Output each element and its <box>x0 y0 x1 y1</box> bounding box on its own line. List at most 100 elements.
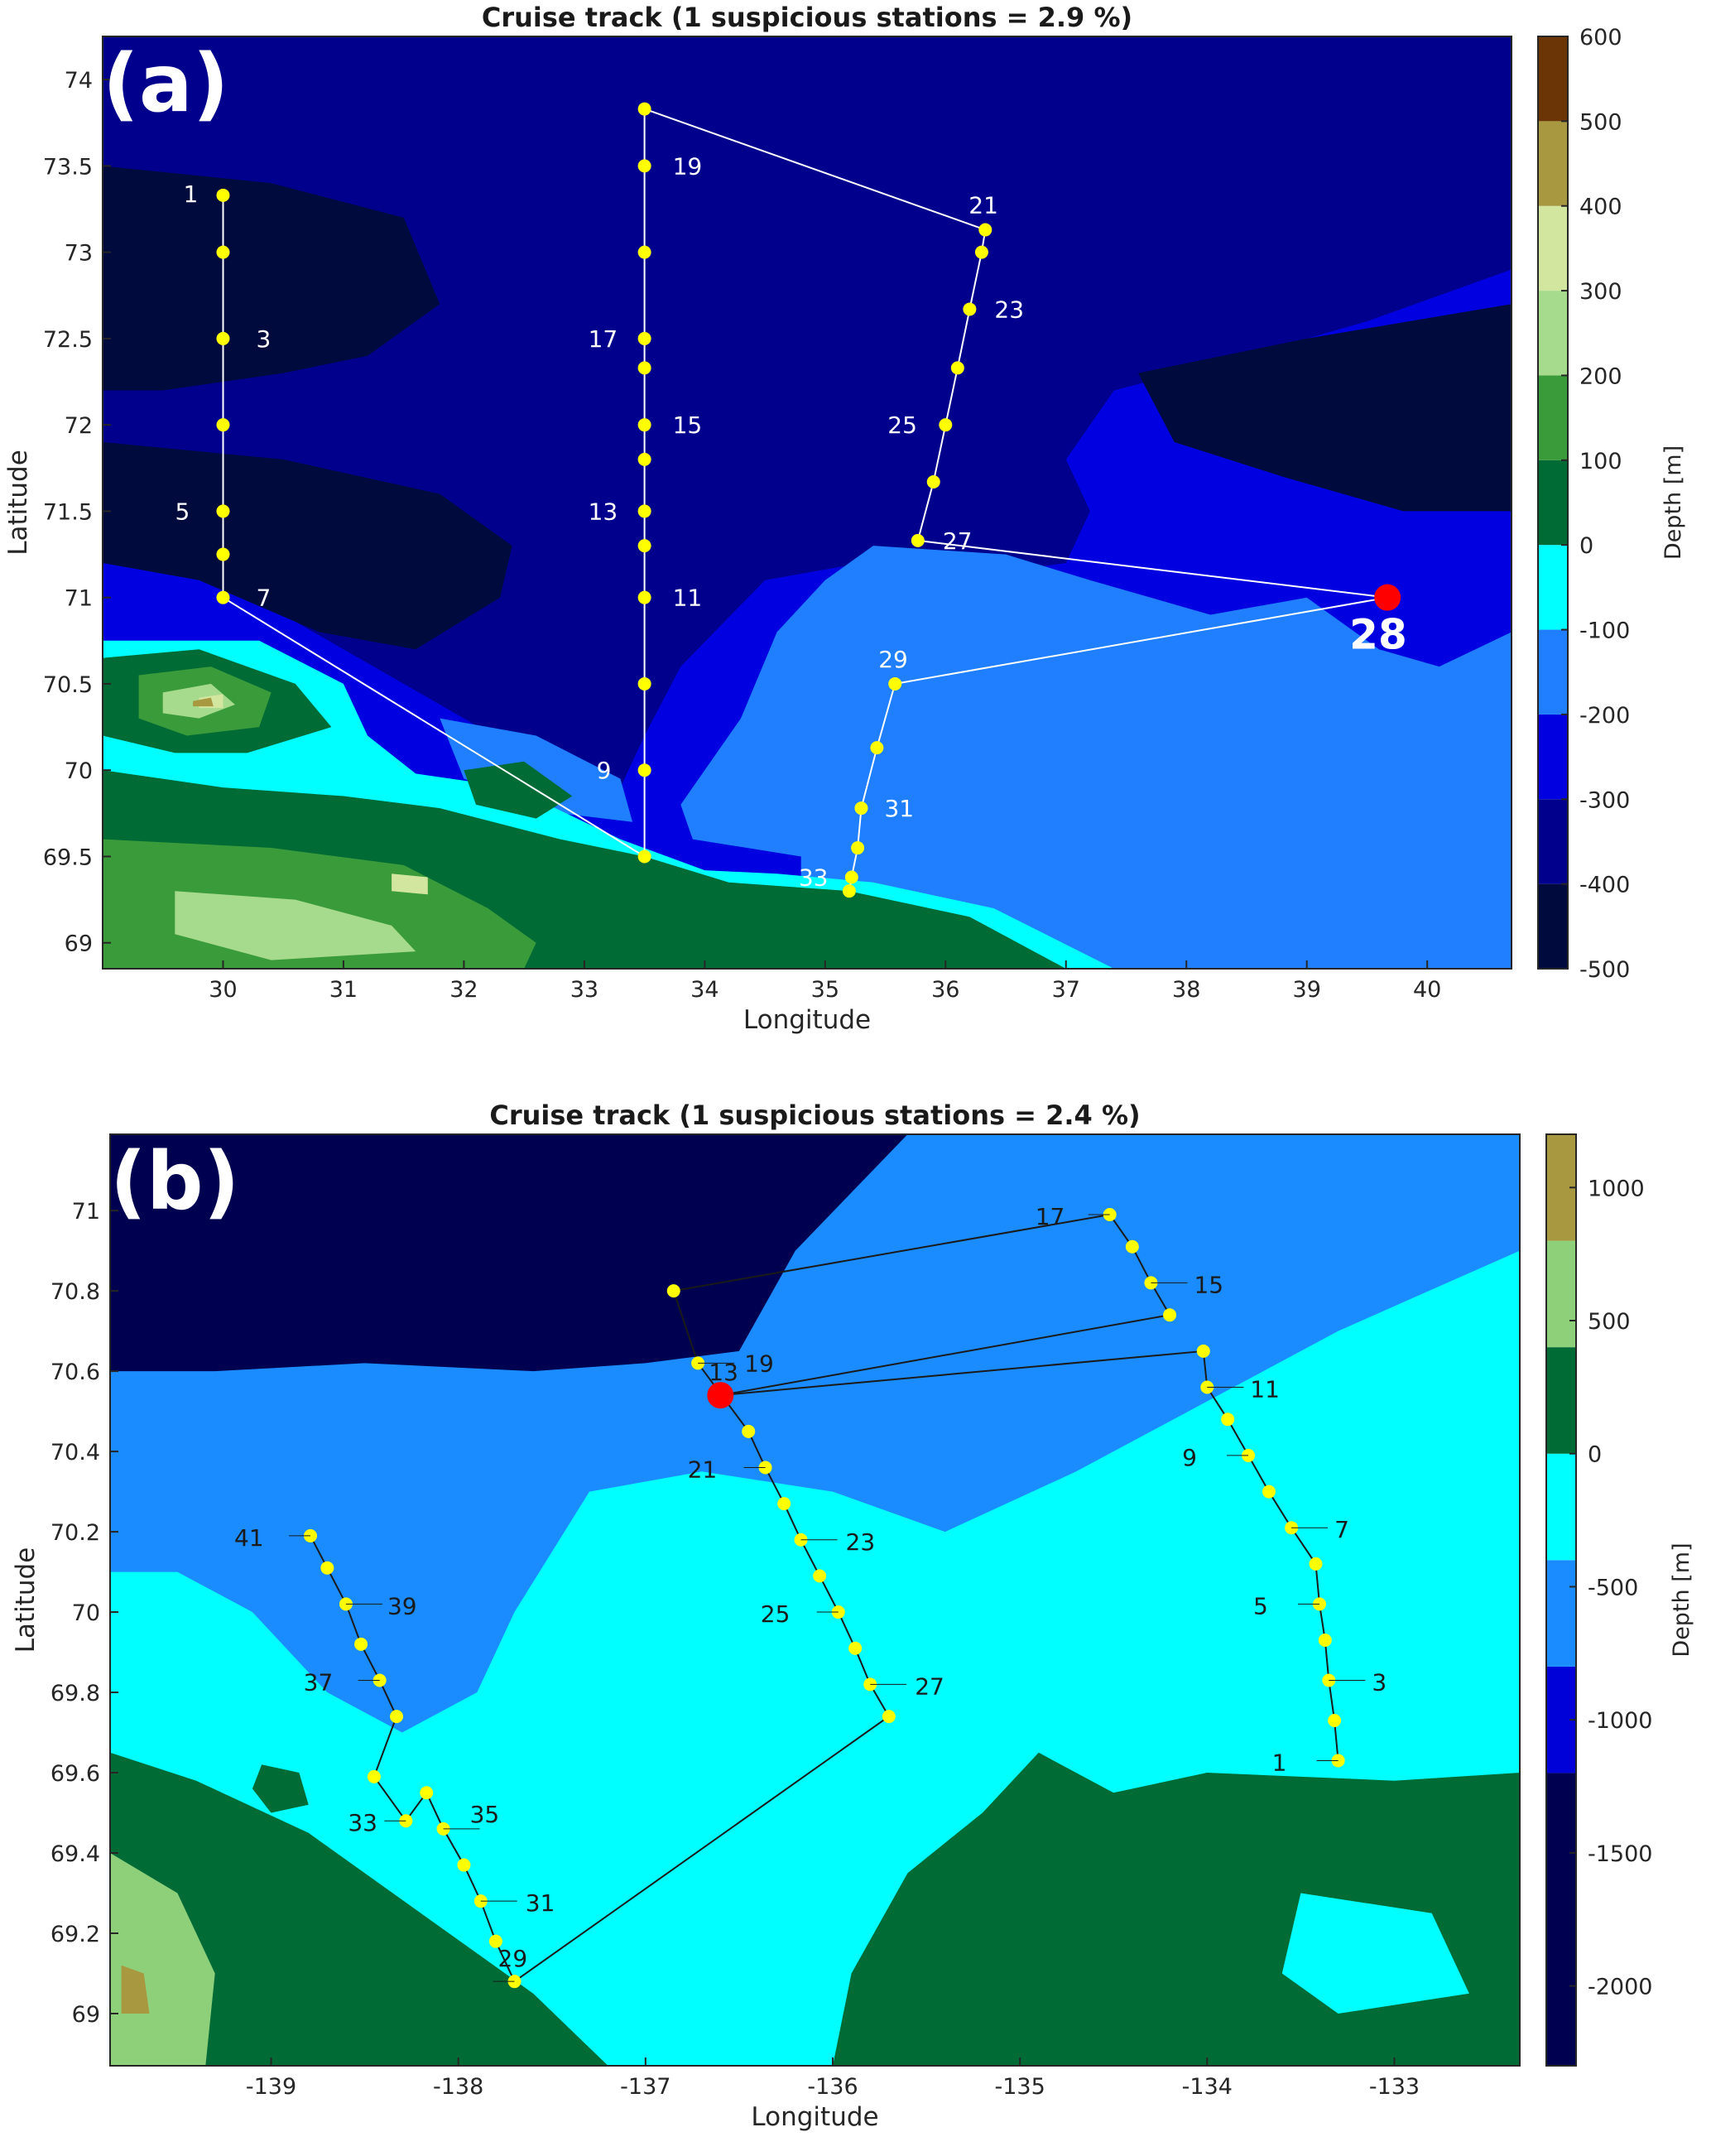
panel-a-station-label: 7 <box>256 585 271 612</box>
panel-a-ytick-label: 71.5 <box>43 499 93 525</box>
panel-a-colorbar-tick-label: 100 <box>1579 449 1622 474</box>
panel-b-colorbar-frame <box>1545 1133 1577 2067</box>
panel-a-station-label: 28 <box>1349 611 1407 659</box>
panel-b-title: Cruise track (1 suspicious stations = 2.… <box>489 1100 1140 1131</box>
panel-a-station <box>637 590 651 604</box>
panel-b-colorbar-band <box>1546 1560 1576 1667</box>
panel-b-station <box>1309 1557 1323 1571</box>
panel-b-colorbar-band <box>1546 1453 1576 1561</box>
panel-b-station <box>320 1561 334 1575</box>
panel-b-station <box>390 1710 404 1724</box>
panel-b-colorbar-tick-label: -500 <box>1588 1575 1638 1600</box>
panel-a-station <box>870 741 884 755</box>
panel-a-station-label: 17 <box>589 325 618 353</box>
panel-b-station-label: 11 <box>1250 1375 1280 1403</box>
panel-b-xtick-label: -136 <box>807 2074 858 2100</box>
panel-b-suspicious-station <box>707 1382 734 1409</box>
panel-a-xlabel: Longitude <box>743 1005 871 1035</box>
panel-b-station <box>1163 1308 1177 1322</box>
panel-a-station-label: 3 <box>256 325 271 353</box>
panel-b-station <box>420 1786 434 1800</box>
panel-a-xtick-label: 36 <box>931 977 959 1003</box>
panel-a-colorbar-tick-label: -500 <box>1579 957 1630 983</box>
panel-b-axes-box <box>109 1133 1521 2067</box>
panel-a-station <box>216 245 230 259</box>
panel-a-colorbar-tick-label: 600 <box>1579 25 1622 51</box>
panel-a-station-label: 33 <box>799 864 829 891</box>
panel-a-colorbar-frame <box>1537 36 1569 970</box>
panel-b-colorbar-tick-label: 1000 <box>1588 1176 1645 1201</box>
panel-a-station-label: 1 <box>183 180 198 208</box>
panel-b-ytick-label: 69.6 <box>50 1761 100 1787</box>
panel-a-ylabel: Latitude <box>3 450 33 556</box>
panel-b-colorbar-tick-label: 500 <box>1588 1309 1631 1335</box>
panel-a-station <box>637 331 651 345</box>
panel-b-station <box>777 1497 791 1511</box>
panel-a-colorbar-band <box>1538 36 1568 122</box>
panel-b-station <box>666 1284 680 1298</box>
panel-b-ytick-label: 70.6 <box>50 1360 100 1385</box>
panel-a-xtick-label: 31 <box>329 977 358 1003</box>
panel-a-station <box>637 763 651 777</box>
panel-b-station-label: 37 <box>304 1668 334 1696</box>
panel-b-station <box>367 1769 381 1783</box>
panel-b-colorbar-band <box>1546 1240 1576 1348</box>
panel-b-colorbar-tick-label: -1500 <box>1588 1841 1652 1867</box>
panel-a-station-label: 15 <box>673 411 703 439</box>
panel-a-station <box>911 533 925 547</box>
panel-a-station <box>637 452 651 466</box>
panel-a-station <box>842 884 856 898</box>
panel-a-ytick-label: 73.5 <box>43 154 93 180</box>
panel-b-station <box>1125 1239 1139 1254</box>
panel-a-ytick-label: 69 <box>65 931 93 957</box>
panel-a-colorbar-tick-label: -400 <box>1579 873 1630 898</box>
panel-a-land-contour <box>193 697 214 707</box>
panel-b-station <box>882 1710 896 1724</box>
panel-a-colorbar-band <box>1538 629 1568 715</box>
panel-a-land-contour <box>175 891 416 960</box>
panel-a-station <box>637 504 651 518</box>
panel-a-xtick-label: 40 <box>1413 977 1441 1003</box>
panel-a-colorbar-band <box>1538 799 1568 884</box>
panel-a-colorbar-tick-label: -100 <box>1579 618 1630 644</box>
panel-a-colorbar-band <box>1538 883 1568 969</box>
panel-a-station <box>637 245 651 259</box>
panel-b-station <box>1221 1412 1235 1427</box>
panel-a-xtick-label: 32 <box>449 977 478 1003</box>
panel-a-bathymetry <box>103 36 1512 969</box>
panel-a-xtick-label: 38 <box>1172 977 1200 1003</box>
panel-b-colorbar-tick-label: -2000 <box>1588 1975 1652 2000</box>
panel-b-station-label: 15 <box>1194 1271 1223 1298</box>
panel-a-ytick-label: 73 <box>65 241 93 267</box>
panel-a-station <box>637 361 651 375</box>
panel-a-station-label: 31 <box>884 795 914 822</box>
panel-b-cruise-track <box>310 1213 1339 1983</box>
panel-a-xtick-label: 33 <box>570 977 598 1003</box>
panel-b-station-label: 9 <box>1182 1444 1197 1471</box>
panel-b-depth-contour <box>1281 1893 1469 2014</box>
panel-b-xtick-label: -134 <box>1182 2074 1233 2100</box>
panel-a-ytick-label: 70.5 <box>43 672 93 698</box>
panel-a-colorbar-tick-label: -300 <box>1579 787 1630 813</box>
panel-a-station <box>926 474 940 488</box>
panel-b-land-contour <box>110 1752 608 2066</box>
panel-a-ytick-label: 72 <box>65 413 93 439</box>
panel-b-station <box>1328 1713 1342 1727</box>
panel-a-station <box>974 245 988 259</box>
panel-b-station <box>1318 1633 1332 1647</box>
panel-a-station-label: 23 <box>994 296 1024 323</box>
panel-b-station-label: 1 <box>1272 1749 1287 1776</box>
panel-a-station <box>216 188 230 202</box>
panel-a-axes-box <box>102 36 1512 970</box>
panel-b-station-label: 17 <box>1036 1203 1065 1230</box>
panel-a-colorbar-band <box>1538 545 1568 630</box>
panel-a-xtick-label: 37 <box>1052 977 1080 1003</box>
panel-b-ytick-label: 69.4 <box>50 1841 100 1867</box>
panel-a-title: Cruise track (1 suspicious stations = 2.… <box>482 2 1132 33</box>
panel-a-land-contour <box>464 761 573 819</box>
panel-a-colorbar-tick-label: 0 <box>1579 533 1593 559</box>
panel-b-station <box>457 1858 471 1872</box>
panel-a-station-label: 11 <box>673 585 703 612</box>
panel-a-colorbar-tick-label: 200 <box>1579 363 1622 389</box>
panel-a-colorbar-band <box>1538 460 1568 546</box>
